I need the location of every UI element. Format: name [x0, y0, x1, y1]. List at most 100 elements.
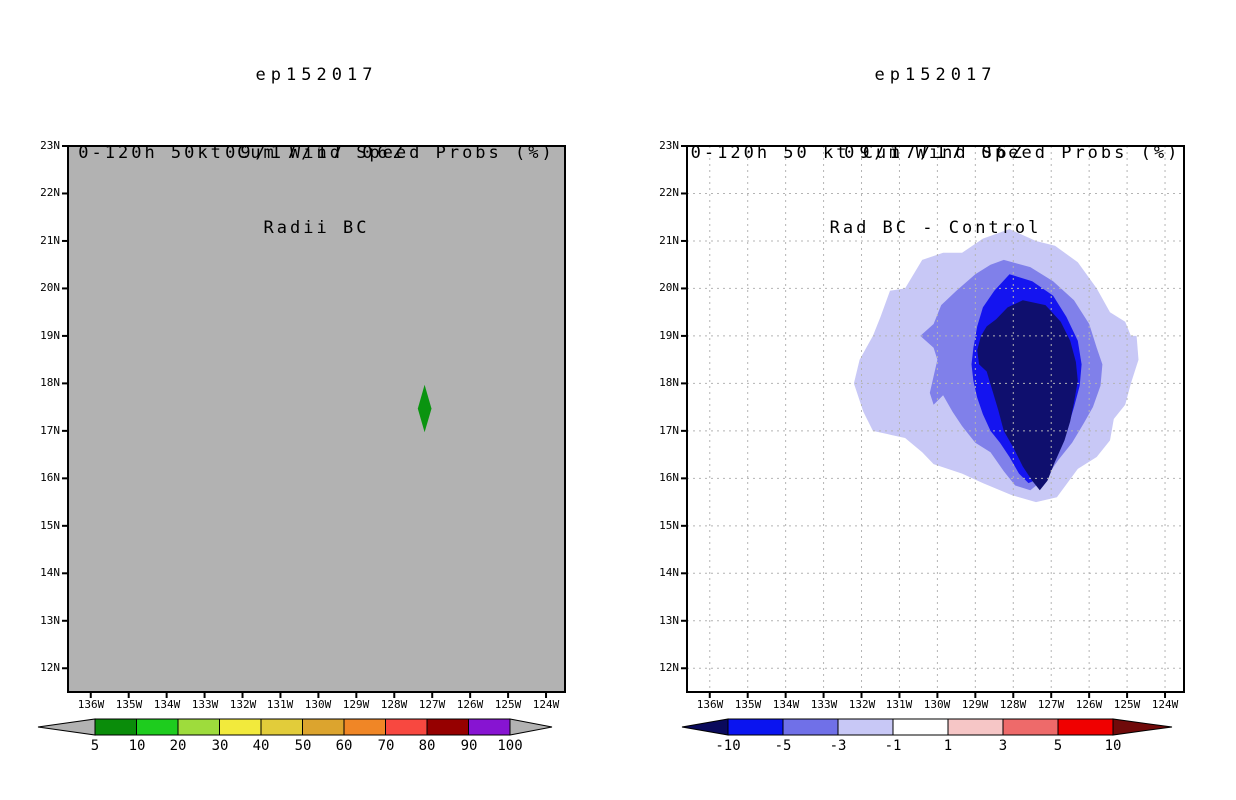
right-title-line2: Rad BC - Control: [829, 218, 1042, 238]
left-init-time: 09/17/17 06Z: [225, 143, 408, 163]
right-lon-tick-label: 127W: [1037, 698, 1065, 711]
right-lat-tick-label: 14N: [659, 566, 679, 579]
left-colorbar-label: 5: [90, 738, 100, 754]
right-map-border: [686, 145, 1185, 693]
right-colorbar-under-arrow: [681, 718, 729, 736]
left-lat-tick-label: 23N: [40, 139, 60, 152]
left-lat-tick-label: 13N: [40, 614, 60, 627]
left-lat-tick-label: 17N: [40, 424, 60, 437]
right-colorbar-label: -3: [829, 738, 847, 754]
left-lon-tick-label: 128W: [380, 698, 408, 711]
left-colorbar-segment: [385, 718, 428, 736]
left-colorbar-label: 30: [211, 738, 229, 754]
left-map-border: [67, 145, 566, 693]
right-lon-tick-label: 132W: [848, 698, 876, 711]
right-lat-tick-label: 21N: [659, 234, 679, 247]
right-init-time: 09/17/17 06Z: [844, 143, 1027, 163]
left-colorbar-label: 20: [169, 738, 187, 754]
right-lon-tick-label: 133W: [810, 698, 838, 711]
right-colorbar-segment: [1057, 718, 1114, 736]
left-colorbar-segment: [468, 718, 511, 736]
left-panel-header: ep152017 09/17/17 06Z: [68, 10, 565, 218]
right-title-line1: 0-120h 50 kt Cum Wind Speed Probs (%): [690, 143, 1181, 163]
right-lat-tick-label: 16N: [659, 471, 679, 484]
right-lat-tick-label: 17N: [659, 424, 679, 437]
left-colorbar-segment: [177, 718, 220, 736]
left-title-line2: Radii BC: [263, 218, 370, 238]
left-panel-title: 0-120h 50kt Cum Wind Speed Probs (%) Rad…: [48, 91, 585, 291]
right-colorbar-label: -10: [715, 738, 741, 754]
right-lon-tick-label: 135W: [734, 698, 762, 711]
right-colorbar-segment: [837, 718, 894, 736]
left-probability-marker: [417, 384, 432, 433]
left-colorbar-label: 80: [418, 738, 436, 754]
left-lon-tick-label: 126W: [456, 698, 484, 711]
right-colorbar-label: 10: [1104, 738, 1122, 754]
right-panel-title: 0-120h 50 kt Cum Wind Speed Probs (%) Ra…: [667, 91, 1204, 291]
left-colorbar-label: 60: [335, 738, 353, 754]
right-lon-tick-label: 128W: [999, 698, 1027, 711]
left-lon-tick-label: 136W: [77, 698, 105, 711]
left-lon-tick-label: 129W: [342, 698, 370, 711]
left-colorbar-label: 100: [497, 738, 523, 754]
right-colorbar-segment: [947, 718, 1004, 736]
right-storm-id: ep152017: [874, 65, 997, 85]
left-colorbar-segment: [302, 718, 345, 736]
left-lon-tick-label: 135W: [115, 698, 143, 711]
left-lon-tick-label: 125W: [494, 698, 522, 711]
right-colorbar-over-arrow: [1112, 718, 1173, 736]
left-lon-tick-label: 127W: [418, 698, 446, 711]
left-lat-tick-label: 22N: [40, 186, 60, 199]
right-colorbar-label: 3: [998, 738, 1008, 754]
right-colorbar-label: -1: [884, 738, 902, 754]
left-lon-tick-label: 134W: [153, 698, 181, 711]
right-colorbar-label: 1: [943, 738, 953, 754]
left-lon-tick-label: 124W: [532, 698, 560, 711]
left-lat-tick-label: 20N: [40, 281, 60, 294]
left-colorbar-segment: [94, 718, 137, 736]
right-lat-tick-label: 19N: [659, 329, 679, 342]
right-lon-tick-label: 130W: [923, 698, 951, 711]
left-colorbar-label: 70: [377, 738, 395, 754]
left-lon-tick-label: 133W: [191, 698, 219, 711]
left-lat-tick-label: 15N: [40, 519, 60, 532]
left-lat-tick-label: 21N: [40, 234, 60, 247]
right-colorbar-segment: [727, 718, 784, 736]
left-lon-tick-label: 131W: [266, 698, 294, 711]
right-lon-tick-label: 129W: [961, 698, 989, 711]
left-lat-tick-label: 19N: [40, 329, 60, 342]
left-lat-tick-label: 14N: [40, 566, 60, 579]
right-lat-tick-label: 13N: [659, 614, 679, 627]
right-lat-tick-label: 22N: [659, 186, 679, 199]
right-colorbar-segment: [782, 718, 839, 736]
right-contour-level--10: [977, 300, 1078, 491]
right-lat-tick-label: 15N: [659, 519, 679, 532]
right-lat-tick-label: 23N: [659, 139, 679, 152]
right-lat-tick-label: 20N: [659, 281, 679, 294]
left-colorbar-label: 40: [252, 738, 270, 754]
left-storm-id: ep152017: [255, 65, 378, 85]
left-colorbar-label: 50: [294, 738, 312, 754]
right-lon-tick-label: 126W: [1075, 698, 1103, 711]
right-lon-tick-label: 136W: [696, 698, 724, 711]
left-colorbar-over-arrow: [509, 718, 553, 736]
left-colorbar-segment: [260, 718, 303, 736]
left-colorbar-segment: [343, 718, 386, 736]
right-lon-tick-label: 131W: [885, 698, 913, 711]
left-colorbar-segment: [136, 718, 179, 736]
left-lat-tick-label: 18N: [40, 376, 60, 389]
left-lon-tick-label: 132W: [229, 698, 257, 711]
left-colorbar-label: 10: [128, 738, 146, 754]
right-colorbar-segment: [892, 718, 949, 736]
right-lon-tick-label: 134W: [772, 698, 800, 711]
left-colorbar-segment: [219, 718, 262, 736]
right-colorbar-label: -5: [774, 738, 792, 754]
left-colorbar-label: 90: [460, 738, 478, 754]
right-lat-tick-label: 12N: [659, 661, 679, 674]
left-title-line1: 0-120h 50kt Cum Wind Speed Probs (%): [78, 143, 555, 163]
left-map-background: [68, 146, 565, 692]
right-lat-tick-label: 18N: [659, 376, 679, 389]
right-colorbar-label: 5: [1053, 738, 1063, 754]
